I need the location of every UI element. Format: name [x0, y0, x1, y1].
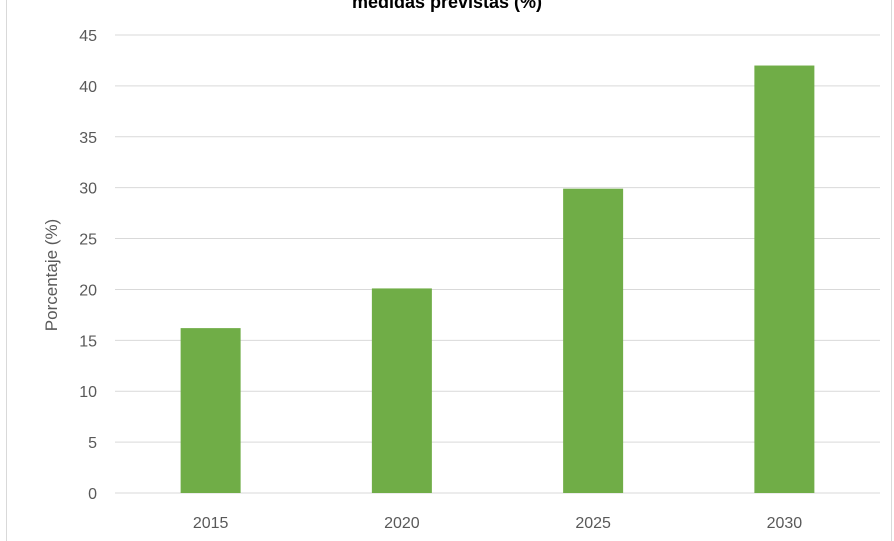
x-tick-labels: 2015 2020 2025 2030 [193, 515, 802, 532]
bar-2015 [180, 328, 241, 493]
chart-frame [6, 0, 892, 541]
bar-2030 [754, 65, 815, 494]
x-tick-label: 2025 [575, 515, 611, 532]
x-tick-label: 2015 [193, 515, 229, 532]
bar-2020 [371, 288, 432, 493]
y-tick-label: 15 [79, 333, 97, 350]
bars [180, 65, 815, 494]
y-tick-label: 45 [79, 28, 97, 45]
y-tick-label: 40 [79, 79, 97, 96]
bar-2025 [563, 188, 624, 493]
x-tick-label: 2020 [384, 515, 420, 532]
y-tick-label: 25 [79, 232, 97, 249]
y-axis-label: Porcentaje (%) [42, 219, 61, 331]
x-tick-label: 2030 [767, 515, 803, 532]
y-tick-label: 5 [88, 435, 97, 452]
y-tick-label: 20 [79, 282, 97, 299]
y-tick-label: 30 [79, 181, 97, 198]
y-tick-label: 10 [79, 384, 97, 401]
gridlines [115, 34, 880, 494]
y-tick-label: 35 [79, 130, 97, 147]
y-tick-label: 0 [88, 486, 97, 503]
y-tick-labels: 0 5 10 15 20 25 30 35 40 45 [79, 28, 97, 503]
chart-title: medidas previstas (%) [351, 0, 543, 12]
